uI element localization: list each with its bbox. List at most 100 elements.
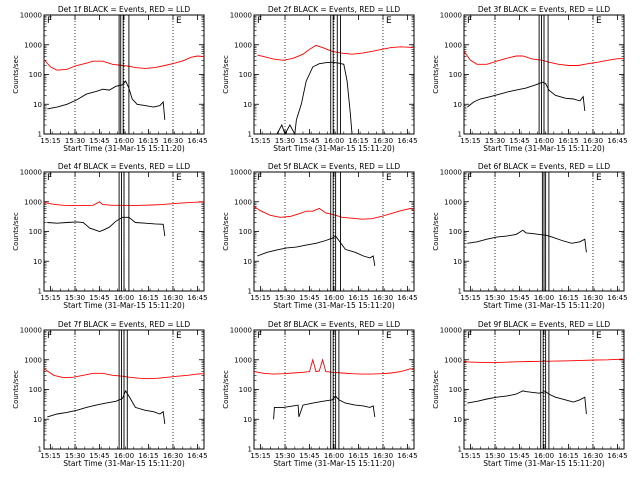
y-tick-label: 100 xyxy=(449,386,462,394)
x-tick-label: 15:30 xyxy=(485,294,505,302)
x-tick-label: 16:45 xyxy=(187,294,207,302)
y-tick-label: 10000 xyxy=(440,169,462,177)
y-tick-label: 100 xyxy=(239,71,252,79)
x-tick-label: 15:45 xyxy=(509,137,529,145)
y-tick-label: 100 xyxy=(29,228,42,236)
y-tick-label: 10000 xyxy=(440,327,462,335)
y-tick-label: 1 xyxy=(458,446,462,454)
x-tick-label: 16:15 xyxy=(558,294,578,302)
x-tick-label: 16:45 xyxy=(187,452,207,460)
series-line-events xyxy=(276,61,353,136)
x-tick-label: 15:30 xyxy=(65,294,85,302)
y-tick-label: 10000 xyxy=(20,327,42,335)
x-tick-label: 16:15 xyxy=(558,137,578,145)
y-tick-label: 10000 xyxy=(20,169,42,177)
panel-title: Det 5f BLACK = Events, RED = LLD xyxy=(268,162,401,171)
x-tick-label: 16:30 xyxy=(583,452,603,460)
y-tick-label: 1000 xyxy=(444,356,462,364)
x-tick-label: 15:45 xyxy=(299,294,319,302)
y-tick-label: 10 xyxy=(243,101,252,109)
x-axis-label: Start Time (31-Mar-15 15:11:20) xyxy=(273,144,395,153)
y-tick-label: 10 xyxy=(453,258,462,266)
corner-mark-left: F xyxy=(47,16,52,26)
corner-mark-right: E xyxy=(596,173,602,183)
y-tick-label: 1000 xyxy=(444,198,462,206)
x-axis-label: Start Time (31-Mar-15 15:11:20) xyxy=(483,144,605,153)
x-tick-label: 16:00 xyxy=(534,137,554,145)
y-tick-label: 1000 xyxy=(24,356,42,364)
plot-frame xyxy=(43,14,205,135)
y-tick-label: 1 xyxy=(248,446,252,454)
x-tick-label: 16:45 xyxy=(607,294,627,302)
x-tick-label: 16:00 xyxy=(324,294,344,302)
corner-mark-right: E xyxy=(176,331,182,341)
series-line-lld xyxy=(43,55,205,71)
panel-title: Det 8f BLACK = Events, RED = LLD xyxy=(268,320,401,329)
y-tick-label: 10 xyxy=(453,101,462,109)
y-tick-label: 10 xyxy=(453,416,462,424)
x-tick-label: 16:00 xyxy=(534,452,554,460)
y-tick-label: 10000 xyxy=(230,12,252,20)
series-line-lld xyxy=(253,358,415,375)
plot-frame xyxy=(253,329,415,450)
y-tick-label: 10000 xyxy=(230,169,252,177)
x-tick-label: 15:45 xyxy=(89,137,109,145)
y-axis-label: Counts/sec xyxy=(432,55,440,94)
x-tick-label: 15:45 xyxy=(89,452,109,460)
x-tick-label: 15:15 xyxy=(250,452,270,460)
x-tick-label: 15:30 xyxy=(485,452,505,460)
y-tick-label: 10 xyxy=(33,101,42,109)
plot-frame xyxy=(463,329,625,450)
x-tick-label: 15:30 xyxy=(65,452,85,460)
x-tick-label: 15:15 xyxy=(40,137,60,145)
y-tick-label: 1000 xyxy=(444,41,462,49)
y-tick-label: 100 xyxy=(29,71,42,79)
x-tick-label: 16:15 xyxy=(558,452,578,460)
panel-5: Det 5f BLACK = Events, RED = LLD 1 10 100 10… xyxy=(222,162,418,310)
series-line-lld xyxy=(253,206,415,220)
y-tick-label: 100 xyxy=(29,386,42,394)
panel-title: Det 1f BLACK = Events, RED = LLD xyxy=(58,5,191,14)
x-tick-label: 15:30 xyxy=(275,294,295,302)
x-axis-label: Start Time (31-Mar-15 15:11:20) xyxy=(63,301,185,310)
x-tick-label: 15:45 xyxy=(509,452,529,460)
series-line-events xyxy=(47,80,166,120)
series-line-events xyxy=(467,390,587,415)
x-tick-label: 15:15 xyxy=(460,137,480,145)
panel-1: Det 1f BLACK = Events, RED = LLD 1 10 100 10… xyxy=(12,5,208,153)
series-line-events xyxy=(467,81,586,111)
y-tick-label: 1 xyxy=(38,446,42,454)
panel-title: Det 9f BLACK = Events, RED = LLD xyxy=(478,320,611,329)
x-tick-label: 15:30 xyxy=(275,137,295,145)
y-tick-label: 100 xyxy=(449,228,462,236)
x-tick-label: 16:15 xyxy=(138,137,158,145)
panel-title: Det 3f BLACK = Events, RED = LLD xyxy=(478,5,611,14)
panel-title: Det 2f BLACK = Events, RED = LLD xyxy=(268,5,401,14)
x-axis-label: Start Time (31-Mar-15 15:11:20) xyxy=(63,144,185,153)
x-tick-label: 16:30 xyxy=(163,137,183,145)
series-line-events xyxy=(467,229,587,253)
corner-mark-right: E xyxy=(386,16,392,26)
series-line-lld xyxy=(463,358,625,364)
plot-frame xyxy=(253,171,415,292)
y-tick-label: 1 xyxy=(248,288,252,296)
y-tick-label: 10000 xyxy=(440,12,462,20)
x-tick-label: 16:15 xyxy=(138,294,158,302)
y-tick-label: 1 xyxy=(248,131,252,139)
x-tick-label: 16:30 xyxy=(583,137,603,145)
y-axis-label: Counts/sec xyxy=(222,370,230,409)
x-tick-label: 15:15 xyxy=(250,137,270,145)
x-tick-label: 15:45 xyxy=(509,294,529,302)
x-tick-label: 16:45 xyxy=(607,452,627,460)
series-line-events xyxy=(273,395,376,420)
panel-7: Det 7f BLACK = Events, RED = LLD 1 10 100 10… xyxy=(12,320,208,468)
series-line-events xyxy=(47,216,166,237)
panel-4: Det 4f BLACK = Events, RED = LLD 1 10 100 10… xyxy=(12,162,208,310)
x-tick-label: 15:45 xyxy=(89,294,109,302)
corner-mark-right: E xyxy=(386,173,392,183)
x-tick-label: 15:15 xyxy=(460,294,480,302)
x-tick-label: 16:00 xyxy=(114,452,134,460)
panel-6: Det 6f BLACK = Events, RED = LLD 1 10 100 10… xyxy=(432,162,628,310)
y-tick-label: 1000 xyxy=(234,41,252,49)
x-tick-label: 16:15 xyxy=(348,452,368,460)
